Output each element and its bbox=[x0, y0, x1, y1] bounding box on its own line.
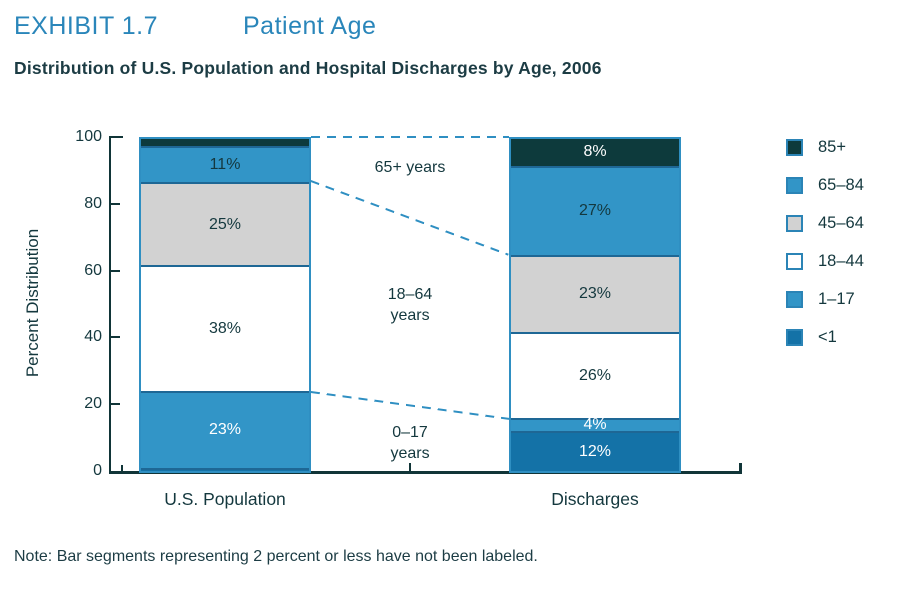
legend-label: 85+ bbox=[818, 138, 846, 156]
dashed-connector-1 bbox=[310, 179, 509, 256]
segment-value-label: 23% bbox=[578, 285, 612, 303]
legend-label: 18–44 bbox=[818, 252, 864, 270]
y-axis-spine bbox=[109, 136, 111, 474]
segment-value-label: 38% bbox=[208, 320, 242, 338]
footnote: Note: Bar segments representing 2 percen… bbox=[14, 548, 538, 565]
segment-value-label: 11% bbox=[209, 155, 241, 173]
y-tick-label: 20 bbox=[84, 395, 102, 413]
x-tick-left bbox=[121, 465, 123, 472]
y-tick-label: 100 bbox=[75, 128, 102, 145]
y-tick-label: 60 bbox=[84, 261, 102, 279]
legend-swatch-icon bbox=[786, 215, 803, 232]
connector-label-1: 18–64 years bbox=[387, 286, 433, 324]
category-label-us-population: U.S. Population bbox=[164, 489, 286, 509]
y-tick-label: 80 bbox=[84, 194, 102, 212]
bar-segment-<1 bbox=[141, 467, 309, 471]
legend-item: 65–84 bbox=[786, 177, 864, 194]
segment-value-label: 26% bbox=[578, 366, 612, 384]
bar-segment-85+ bbox=[141, 139, 309, 146]
y-tick-label: 0 bbox=[93, 462, 102, 479]
segment-value-label: 8% bbox=[583, 143, 607, 161]
legend-label: 45–64 bbox=[818, 214, 864, 232]
legend-swatch-icon bbox=[786, 291, 803, 308]
dashed-connector-2 bbox=[310, 391, 509, 421]
segment-value-label: 4% bbox=[583, 416, 607, 434]
segment-value-label: 27% bbox=[578, 202, 612, 220]
bar-segment-85+: 8% bbox=[511, 139, 679, 166]
legend-item: 18–44 bbox=[786, 253, 864, 270]
stacked-bar-discharges: 8% 27% 23% 26% 4% 12% bbox=[509, 137, 681, 473]
y-tick bbox=[111, 269, 120, 272]
page-title: Patient Age bbox=[243, 12, 377, 40]
connector-label-0: 65+ years bbox=[374, 159, 446, 176]
bar-segment-<1: 12% bbox=[511, 431, 679, 471]
category-label-discharges: Discharges bbox=[551, 489, 639, 509]
x-axis-endcap bbox=[739, 463, 742, 474]
legend-item: <1 bbox=[786, 329, 864, 346]
bar-segment-1-17: 23% bbox=[141, 391, 309, 468]
segment-value-label: 25% bbox=[208, 215, 242, 233]
legend-swatch-icon bbox=[786, 177, 803, 194]
legend-label: 1–17 bbox=[818, 290, 855, 308]
x-axis bbox=[109, 471, 742, 474]
y-axis-cap bbox=[111, 136, 123, 138]
legend-swatch-icon bbox=[786, 329, 803, 346]
legend-item: 85+ bbox=[786, 139, 864, 156]
bar-segment-18-44: 38% bbox=[141, 265, 309, 392]
y-tick bbox=[111, 403, 120, 406]
chart-subtitle: Distribution of U.S. Population and Hosp… bbox=[14, 58, 602, 78]
legend-swatch-icon bbox=[786, 253, 803, 270]
y-tick bbox=[111, 336, 120, 339]
legend-item: 45–64 bbox=[786, 215, 864, 232]
exhibit-number: EXHIBIT 1.7 bbox=[14, 12, 158, 40]
bar-segment-65-84: 27% bbox=[511, 165, 679, 256]
bar-segment-65-84: 11% bbox=[141, 145, 309, 183]
stacked-bar-us-population: 11% 25% 38% 23% bbox=[139, 137, 311, 473]
x-tick-mid bbox=[409, 463, 411, 472]
legend-label: <1 bbox=[818, 328, 837, 346]
legend-item: 1–17 bbox=[786, 291, 864, 308]
bar-segment-1-17: 4% bbox=[511, 416, 679, 434]
y-tick bbox=[111, 202, 120, 205]
segment-value-label: 23% bbox=[208, 421, 242, 439]
legend: 85+ 65–84 45–64 18–44 1–17 <1 bbox=[786, 139, 864, 346]
y-tick-label: 40 bbox=[84, 328, 102, 346]
bar-segment-45-64: 25% bbox=[141, 182, 309, 266]
legend-swatch-icon bbox=[786, 139, 803, 156]
bar-segment-18-44: 26% bbox=[511, 331, 679, 418]
bar-segment-45-64: 23% bbox=[511, 255, 679, 332]
legend-label: 65–84 bbox=[818, 176, 864, 194]
segment-value-label: 12% bbox=[578, 443, 612, 461]
connector-label-2: 0–17 years bbox=[390, 424, 430, 462]
dashed-connector-0 bbox=[311, 136, 509, 138]
